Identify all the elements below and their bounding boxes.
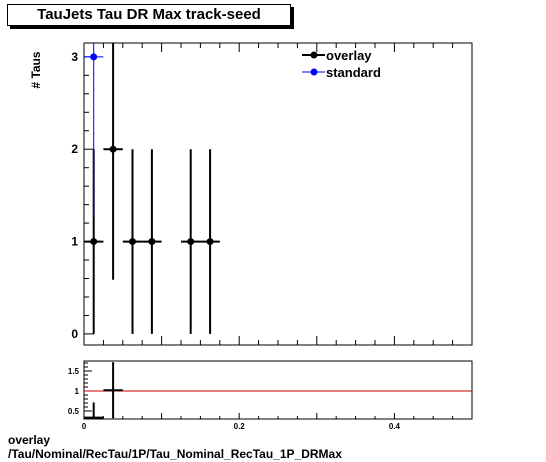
ratio-plot: 0.5 1 1.5 0 0.2 0.4: [68, 362, 473, 431]
ratio-x-tick-label: 0: [82, 422, 87, 431]
y-tick-label: 2: [71, 142, 78, 156]
point-standard: [90, 53, 98, 61]
legend-standard-marker: [310, 68, 318, 76]
legend-overlay-label: overlay: [326, 48, 372, 63]
point-overlay: [109, 145, 117, 153]
footer-line-1: overlay: [8, 433, 51, 447]
y-tick-label: 3: [71, 50, 78, 64]
legend: overlay standard: [302, 48, 381, 80]
main-plot: 0 1 2 3: [71, 43, 473, 345]
point-overlay: [206, 238, 214, 246]
y-axis-label: # Taus: [29, 51, 43, 88]
ratio-plot-frame: [83, 360, 473, 420]
point-overlay: [129, 238, 136, 246]
ratio-x-tick-label: 0.4: [389, 422, 401, 431]
point-overlay: [148, 238, 156, 246]
main-plot-frame: [83, 42, 473, 346]
y-tick-label: 1: [71, 235, 78, 249]
point-overlay: [90, 238, 98, 246]
ratio-y-tick-label: 1.5: [68, 367, 80, 376]
y-tick-label: 0: [71, 327, 78, 341]
ratio-y-tick-label: 0.5: [68, 407, 80, 416]
legend-overlay-marker: [310, 51, 318, 59]
point-overlay: [187, 238, 195, 246]
ratio-x-tick-label: 0.2: [234, 422, 246, 431]
ratio-y-tick-label: 1: [75, 387, 80, 396]
legend-standard-label: standard: [326, 65, 381, 80]
footer-line-2: /Tau/Nominal/RecTau/1P/Tau_Nominal_RecTa…: [8, 447, 342, 461]
chart-title: TauJets Tau DR Max track-seed: [7, 4, 291, 26]
